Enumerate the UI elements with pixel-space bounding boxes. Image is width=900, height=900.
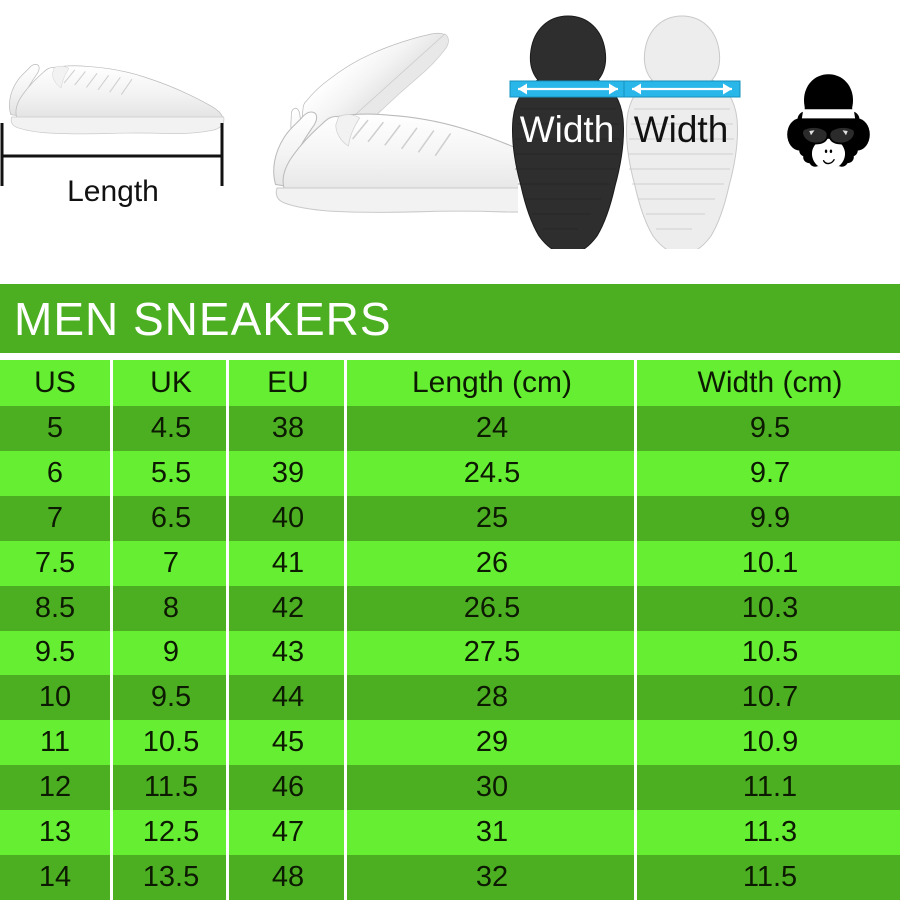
svg-text:Width: Width: [634, 109, 729, 150]
svg-text:Width: Width: [520, 109, 615, 150]
